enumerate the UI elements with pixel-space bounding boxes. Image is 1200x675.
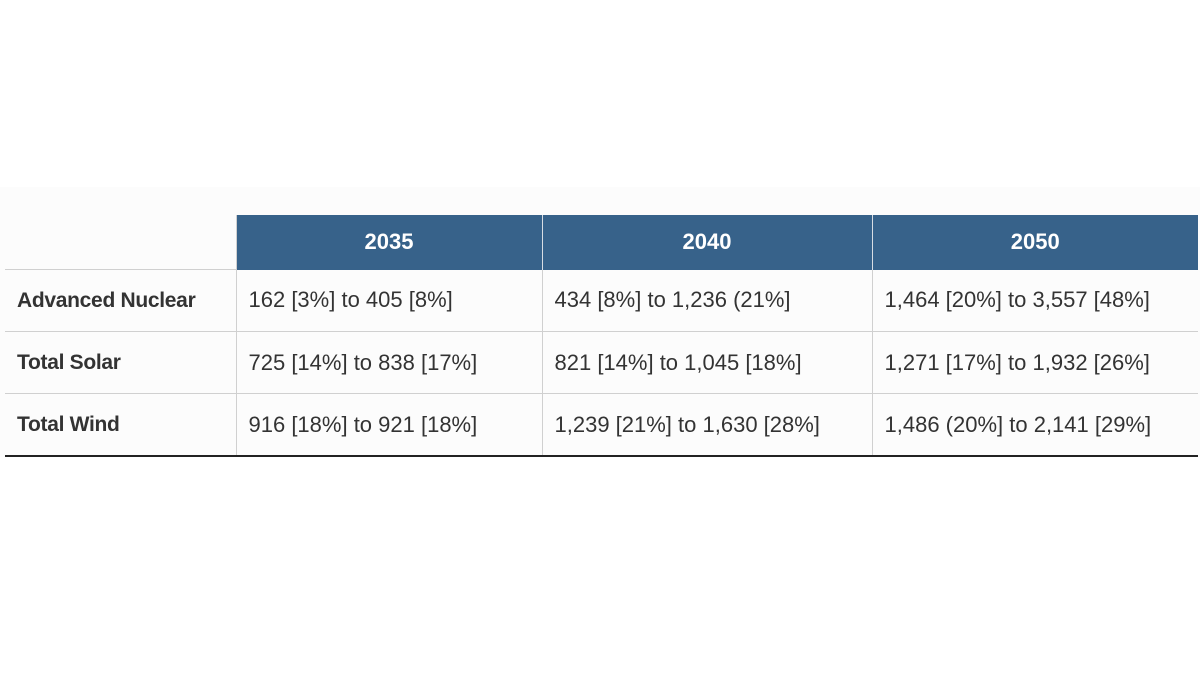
table-cell: 1,271 [17%] to 1,932 [26%] (871, 331, 1198, 394)
table-cell: 916 [18%] to 921 [18%] (235, 393, 542, 457)
row-header: Total Solar (5, 331, 236, 394)
table-cell: 725 [14%] to 838 [17%] (235, 331, 542, 394)
row-header: Total Wind (5, 393, 236, 457)
column-header-2035: 2035 (235, 215, 542, 270)
table-cell: 821 [14%] to 1,045 [18%] (541, 331, 872, 394)
table-cell: 434 [8%] to 1,236 (21%] (541, 269, 872, 332)
table-cell: 162 [3%] to 405 [8%] (235, 269, 542, 332)
row-header: Advanced Nuclear (5, 269, 236, 332)
capacity-table: 2035 2040 2050 Advanced Nuclear 162 [3%]… (5, 215, 1198, 457)
column-header-2040: 2040 (541, 215, 872, 270)
column-header-2050: 2050 (871, 215, 1198, 270)
table-cell: 1,464 [20%] to 3,557 [48%] (871, 269, 1198, 332)
table-cell: 1,239 [21%] to 1,630 [28%] (541, 393, 872, 457)
table-row-advanced-nuclear: Advanced Nuclear 162 [3%] to 405 [8%] 43… (5, 269, 1198, 332)
table-cell: 1,486 (20%] to 2,141 [29%] (871, 393, 1198, 457)
header-corner (5, 215, 237, 270)
table-row-total-wind: Total Wind 916 [18%] to 921 [18%] 1,239 … (5, 393, 1198, 457)
table-header-row: 2035 2040 2050 (5, 215, 1198, 270)
table-row-total-solar: Total Solar 725 [14%] to 838 [17%] 821 [… (5, 331, 1198, 394)
